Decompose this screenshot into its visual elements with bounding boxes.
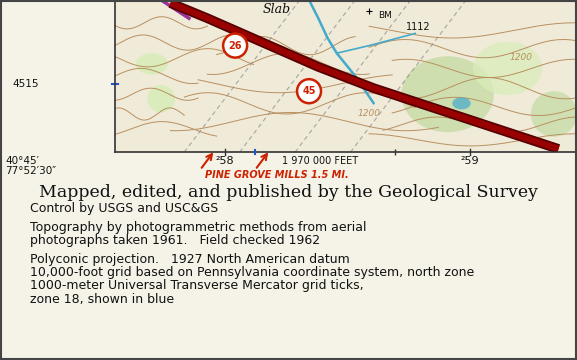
- Text: Control by USGS and USC&GS: Control by USGS and USC&GS: [30, 202, 218, 215]
- Text: Polyconic projection.   1927 North American datum: Polyconic projection. 1927 North America…: [30, 252, 350, 266]
- Text: PINE GROVE MILLS 1.5 MI.: PINE GROVE MILLS 1.5 MI.: [205, 170, 349, 180]
- Text: ²58: ²58: [216, 156, 234, 166]
- Text: 1000-meter Universal Transverse Mercator grid ticks,: 1000-meter Universal Transverse Mercator…: [30, 279, 364, 292]
- Circle shape: [223, 33, 247, 58]
- Text: 26: 26: [228, 41, 242, 51]
- Text: 4515: 4515: [12, 78, 39, 89]
- Bar: [0, 0, 577, 152]
- Text: ²59: ²59: [460, 156, 479, 166]
- Ellipse shape: [136, 53, 168, 75]
- Text: 1200: 1200: [358, 109, 381, 118]
- Text: 1112: 1112: [406, 22, 430, 32]
- Text: 1 970 000 FEET: 1 970 000 FEET: [282, 156, 358, 166]
- Text: photographs taken 1961.   Field checked 1962: photographs taken 1961. Field checked 19…: [30, 234, 320, 247]
- Ellipse shape: [452, 97, 471, 109]
- Ellipse shape: [147, 85, 175, 112]
- Text: zone 18, shown in blue: zone 18, shown in blue: [30, 293, 174, 306]
- Text: 77°52′30″: 77°52′30″: [5, 166, 56, 176]
- Ellipse shape: [402, 56, 494, 132]
- Ellipse shape: [531, 91, 577, 137]
- Text: Mapped, edited, and published by the Geological Survey: Mapped, edited, and published by the Geo…: [39, 184, 538, 201]
- Bar: [0, 152, 577, 180]
- Ellipse shape: [473, 42, 542, 95]
- Bar: [0, 0, 115, 152]
- Text: 40°45′: 40°45′: [5, 156, 39, 166]
- Text: 45: 45: [302, 86, 316, 96]
- Text: Slab: Slab: [263, 3, 291, 15]
- Circle shape: [297, 79, 321, 103]
- Text: 10,000-foot grid based on Pennsylvania coordinate system, north zone: 10,000-foot grid based on Pennsylvania c…: [30, 266, 474, 279]
- Text: 1200: 1200: [510, 53, 533, 62]
- Text: Topography by photogrammetric methods from aerial: Topography by photogrammetric methods fr…: [30, 220, 366, 234]
- Text: BM: BM: [379, 11, 392, 20]
